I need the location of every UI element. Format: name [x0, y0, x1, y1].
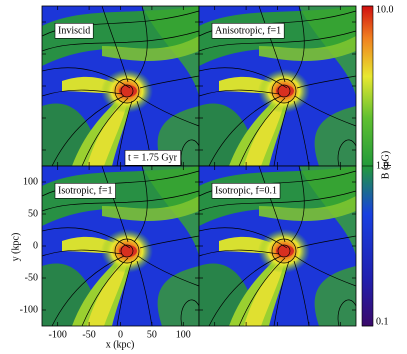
y-tick-label: 100	[23, 176, 38, 187]
y-tick-label: -100	[20, 304, 38, 315]
x-tick-label: 0	[118, 329, 123, 340]
colorbar-tick-label: 10.0	[376, 4, 394, 15]
label-box	[124, 149, 181, 166]
x-axis-label: x (kpc)	[106, 339, 135, 350]
colorbar-tick-label: 0.1	[376, 316, 389, 327]
panel-title: Isotropic, f=0.1	[215, 185, 277, 196]
x-tick-label: 100	[176, 329, 191, 340]
label-box	[211, 22, 285, 39]
y-tick-label: -50	[25, 272, 38, 283]
y-tick-label: 0	[33, 240, 38, 251]
y-axis-label: y (kpc)	[10, 233, 21, 262]
label-box	[54, 22, 94, 39]
panel-title: Anisotropic, f=1	[215, 25, 281, 36]
panel-title: Inviscid	[58, 25, 90, 36]
panel-title: Isotropic, f=1	[58, 185, 113, 196]
label-box	[54, 182, 116, 199]
colorbar-label: B (μG)	[380, 151, 391, 179]
y-tick-label: 50	[28, 208, 38, 219]
x-tick-label: -100	[49, 329, 67, 340]
x-tick-label: 50	[147, 329, 157, 340]
colorbar-tick-label: 1.0	[376, 160, 389, 171]
annotation: t = 1.75 Gyr	[128, 152, 178, 163]
label-box	[211, 182, 281, 199]
x-tick-label: -50	[82, 329, 95, 340]
